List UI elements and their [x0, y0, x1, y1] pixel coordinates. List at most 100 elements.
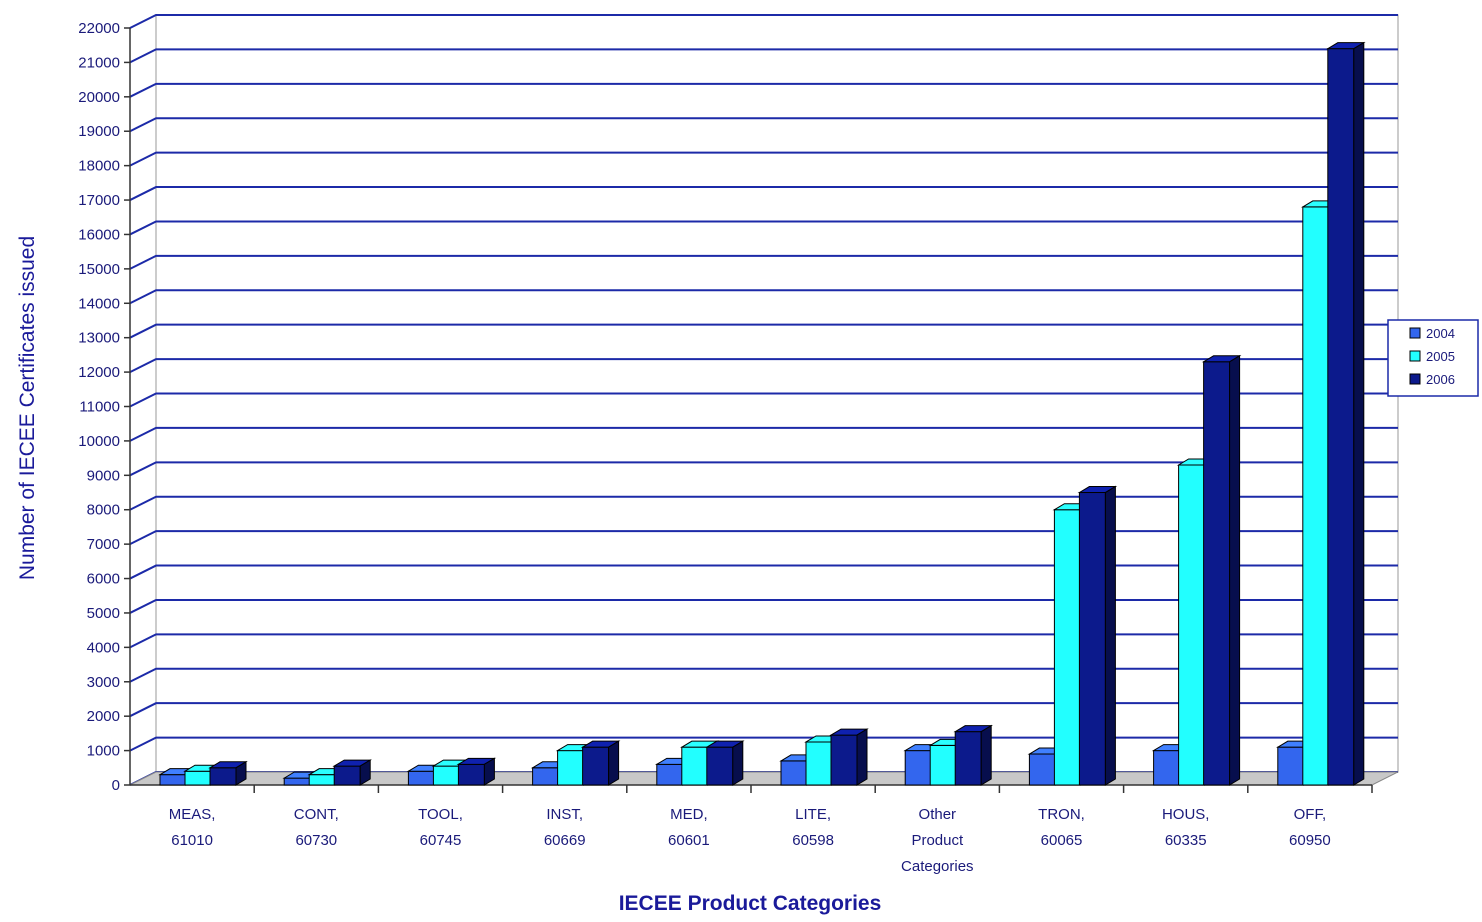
gridline [129, 495, 1398, 511]
bar-side [1104, 485, 1116, 786]
gridline [129, 289, 1398, 305]
gridline [129, 254, 1398, 270]
x-category-label-line: Other [919, 806, 957, 823]
bar-side [1353, 41, 1365, 786]
x-category-label-line: 60601 [668, 832, 710, 849]
x-category-label-line: TRON, [1038, 806, 1085, 823]
x-category-label-line: 60598 [792, 832, 834, 849]
bars [158, 41, 1366, 786]
bar-front [1327, 48, 1355, 786]
bar-front [407, 770, 435, 786]
x-category-label: MED, 60601 [668, 806, 710, 849]
x-category-label: LITE, 60598 [792, 806, 834, 849]
legend-swatch [1409, 350, 1421, 362]
x-category-label-line: 60950 [1289, 832, 1331, 849]
x-category-label-line: Product [911, 832, 964, 849]
legend-swatch [1409, 373, 1421, 385]
x-category-label-line: 61010 [171, 832, 213, 849]
bar-front [1078, 492, 1106, 786]
x-category-labels: MEAS, 61010 CONT, 60730 TOOL, 60745 INST, 60669… [169, 785, 1373, 875]
legend: 2004 2005 2006 [1387, 319, 1479, 397]
y-tick-label: 19000 [78, 123, 120, 140]
y-tick-label: 17000 [78, 192, 120, 209]
gridline [129, 82, 1398, 98]
y-tick-label: 1000 [87, 743, 120, 760]
bar-front [557, 750, 585, 786]
x-category-label: INST, 60669 [544, 806, 586, 849]
gridline [129, 598, 1398, 614]
bar-2006 [1077, 485, 1118, 786]
bar-2006 [829, 728, 869, 786]
legend-swatch [1409, 327, 1421, 339]
legend-label: 2004 [1426, 326, 1455, 341]
y-tick-label: 4000 [87, 639, 120, 656]
x-category-label-line: TOOL, [418, 806, 463, 823]
y-tick-label: 0 [112, 777, 120, 794]
bar-front [1053, 509, 1081, 786]
bar-front [1178, 464, 1206, 786]
gridline [129, 48, 1398, 64]
bar-2006 [208, 760, 248, 786]
gridline [129, 564, 1398, 580]
bar-front [805, 741, 833, 786]
bar-side [483, 757, 495, 786]
bar-front [830, 734, 858, 786]
bar-side [1229, 354, 1241, 786]
bar-front [582, 746, 610, 786]
y-tick-label: 6000 [87, 571, 120, 588]
bar-side [608, 740, 620, 786]
bar-front [184, 770, 212, 786]
y-tick-label: 2000 [87, 708, 120, 725]
y-tick-label: 16000 [78, 226, 120, 243]
y-tick-label: 14000 [78, 295, 120, 312]
y-tick-label: 11000 [79, 399, 120, 416]
bar-2006 [953, 724, 994, 786]
bar-front [532, 767, 560, 786]
gridline [129, 702, 1398, 718]
bar-front [1028, 753, 1056, 786]
bar-front [706, 746, 734, 786]
x-category-label-line: 60669 [544, 832, 586, 849]
bar-front [308, 774, 336, 786]
x-category-label-line: 60065 [1041, 832, 1083, 849]
y-tick-label: 18000 [78, 158, 120, 175]
x-category-label-line: HOUS, [1162, 806, 1210, 823]
gridline [129, 392, 1398, 408]
y-tick-label: 21000 [78, 54, 120, 71]
bar-front [457, 763, 485, 786]
gridline [129, 220, 1398, 236]
gridline [129, 186, 1398, 201]
gridline [129, 117, 1398, 133]
x-category-label: TRON, 60065 [1038, 806, 1085, 849]
bar-2004 [1151, 743, 1192, 786]
x-category-label-line: OFF, [1294, 806, 1327, 823]
gridline [129, 151, 1398, 167]
gridline [129, 426, 1398, 442]
bar-2006 [1201, 354, 1242, 786]
x-category-label: TOOL, 60745 [418, 806, 463, 849]
bar-front [1153, 750, 1181, 786]
x-category-label-line: 60335 [1165, 832, 1207, 849]
x-category-label-line: INST, [546, 806, 583, 823]
gridline [129, 530, 1398, 546]
bar-side [980, 724, 992, 786]
bar-2006 [456, 757, 497, 786]
x-category-label: OFF, 60950 [1289, 806, 1331, 849]
x-category-label-line: LITE, [795, 806, 831, 823]
gridlines [129, 14, 1398, 786]
y-tick-label: 13000 [78, 330, 120, 347]
y-tick-label: 10000 [78, 433, 120, 450]
bar-front [681, 746, 709, 786]
y-tick-label: 20000 [78, 89, 120, 106]
gridline [129, 667, 1398, 683]
y-axis-title: Number of IECEE Certificates issued [16, 236, 39, 580]
x-category-label-line: 60745 [420, 832, 462, 849]
x-category-label-line: 60730 [295, 832, 337, 849]
bar-front [929, 744, 957, 786]
bar-side [235, 760, 247, 786]
gridline [129, 633, 1398, 649]
gridline [129, 461, 1398, 477]
x-category-label: MEAS, 61010 [169, 806, 216, 849]
x-category-label: CONT, 60730 [294, 806, 339, 849]
bar-side [732, 740, 744, 786]
